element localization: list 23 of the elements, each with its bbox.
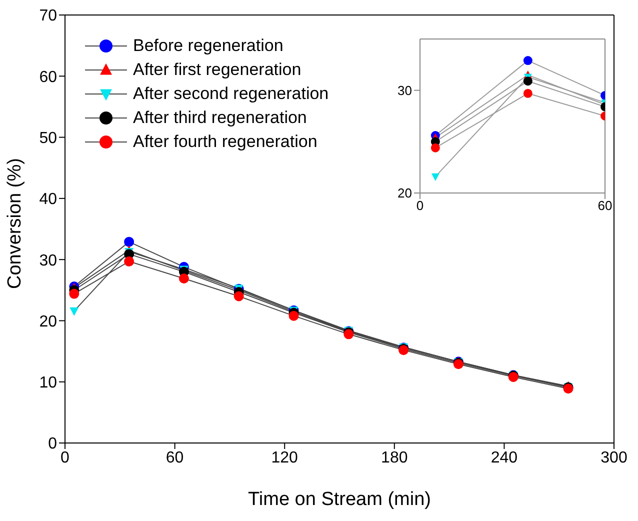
y-tick-label: 0	[48, 436, 58, 453]
y-tick-label: 20	[398, 186, 412, 201]
legend-label: After third regeneration	[133, 107, 307, 129]
x-axis-title: Time on Stream (min)	[248, 489, 431, 510]
y-tick-label: 30	[39, 252, 58, 270]
x-tick-label: 60	[166, 449, 184, 466]
y-axis-title: Conversion (%)	[4, 158, 26, 289]
y-tick-label: 60	[39, 68, 58, 86]
y-tick-label: 70	[39, 8, 58, 25]
y-tick-label: 30	[398, 82, 412, 98]
x-tick-label: 180	[381, 449, 408, 466]
x-tick-label: 0	[60, 449, 70, 466]
y-tick-label: 10	[39, 374, 58, 392]
x-tick-label: 120	[271, 449, 298, 466]
y-tick-label: 40	[39, 191, 58, 208]
y-tick-label: 20	[39, 313, 58, 330]
x-tick-label: 300	[600, 449, 628, 466]
legend-label: After second regeneration	[133, 83, 329, 105]
legend-label: After first regeneration	[133, 59, 302, 81]
y-tick-label: 50	[39, 130, 58, 147]
x-tick-label: 240	[490, 449, 518, 466]
legend-label: Before regeneration	[133, 35, 284, 57]
legend-label: After fourth regeneration	[133, 131, 318, 153]
